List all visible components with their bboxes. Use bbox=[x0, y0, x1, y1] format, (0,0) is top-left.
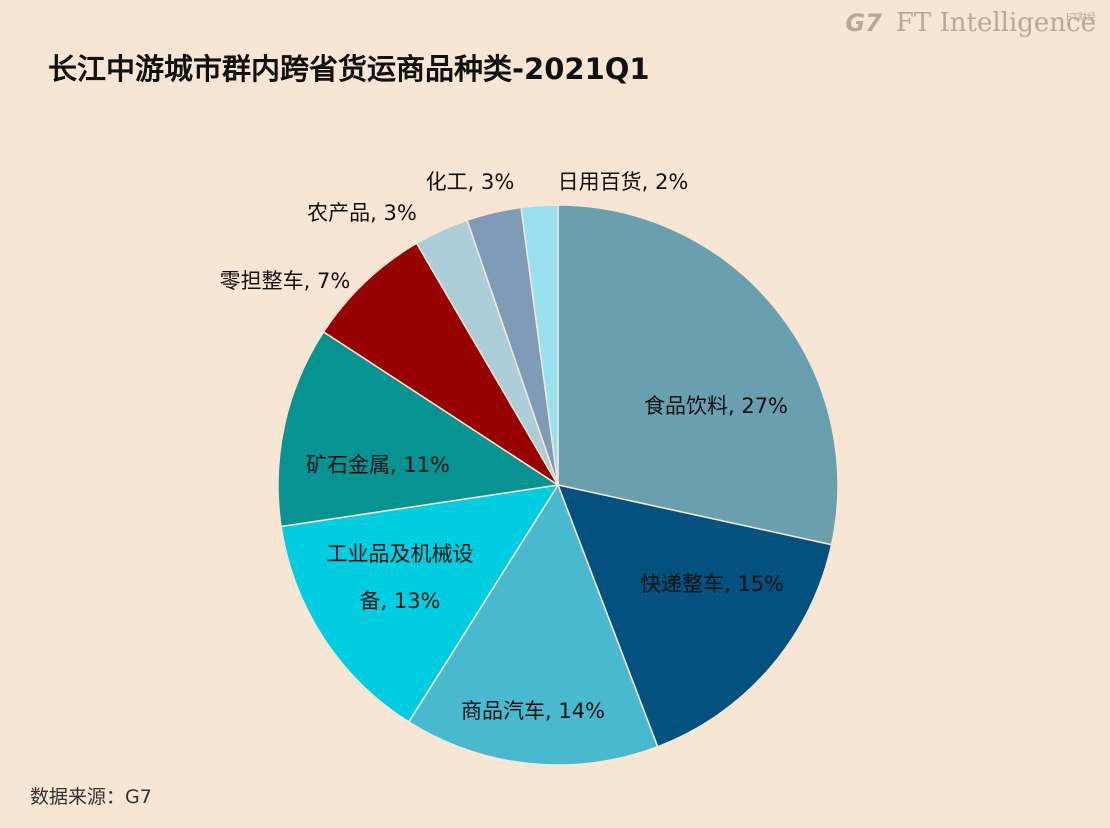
brand-logo: G7 FT Intelligence FT财经 bbox=[845, 8, 1096, 38]
pie-slice-1 bbox=[557, 204, 839, 546]
brand-name: FT Intelligence bbox=[895, 8, 1096, 38]
pie-slices bbox=[277, 204, 839, 766]
chart-title: 长江中游城市群内跨省货运商品种类-2021Q1 bbox=[48, 52, 650, 86]
slice-label-2: 快递整车, 15% bbox=[640, 572, 784, 596]
slice-label-1: 食品饮料, 27% bbox=[644, 394, 788, 418]
pie-slice-3 bbox=[407, 483, 659, 766]
slice-label-7: 农产品, 3% bbox=[307, 201, 417, 225]
slice-label-5: 矿石金属, 11% bbox=[306, 453, 450, 477]
slice-label-4-line-1: 工业品及机械设 bbox=[327, 542, 474, 566]
pie-slice-4 bbox=[280, 484, 560, 723]
brand-name-cn: FT财经 bbox=[1065, 13, 1096, 23]
slice-label-9: 日用百货, 2% bbox=[558, 170, 689, 194]
slice-label-3: 商品汽车, 14% bbox=[461, 699, 605, 723]
pie-slice-6 bbox=[322, 242, 559, 486]
pie-slice-2 bbox=[556, 483, 833, 748]
slice-label-8: 化工, 3% bbox=[426, 170, 515, 194]
slice-label-6: 零担整车, 7% bbox=[220, 269, 351, 293]
slice-label-4-line-2: 备, 13% bbox=[359, 589, 440, 613]
brand-g7: G7 bbox=[845, 9, 882, 37]
data-source: 数据来源：G7 bbox=[30, 786, 152, 808]
pie-slice-5 bbox=[277, 330, 561, 528]
pie-slice-9 bbox=[520, 204, 559, 486]
